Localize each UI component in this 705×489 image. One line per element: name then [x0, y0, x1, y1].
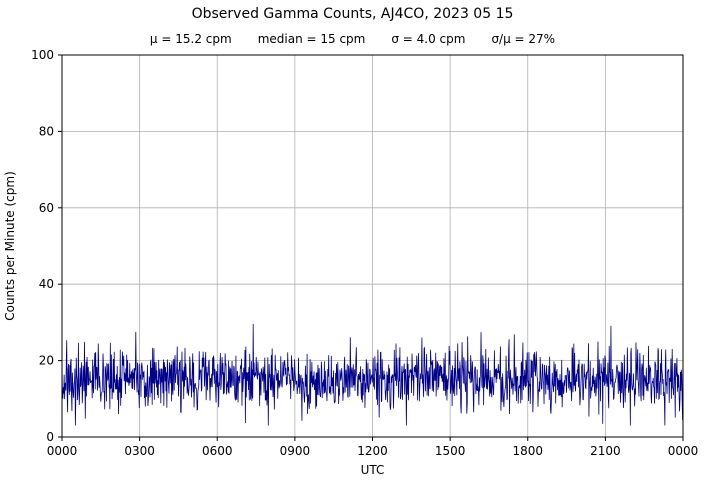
x-tick-labels: 0000 0300 0600 0900 1200 1500 1800 2100 0000: [47, 444, 699, 458]
svg-text:0300: 0300: [124, 444, 155, 458]
stat-mean: μ = 15.2 cpm: [149, 32, 232, 46]
chart-title: Observed Gamma Counts, AJ4CO, 2023 05 15: [191, 6, 514, 22]
axis-ticks: [58, 54, 684, 441]
svg-text:0000: 0000: [668, 444, 699, 458]
svg-text:0000: 0000: [47, 444, 78, 458]
svg-text:1500: 1500: [435, 444, 466, 458]
svg-text:60: 60: [39, 201, 54, 215]
svg-text:2100: 2100: [590, 444, 621, 458]
svg-text:0900: 0900: [280, 444, 311, 458]
svg-text:0600: 0600: [202, 444, 233, 458]
svg-text:80: 80: [39, 124, 54, 138]
chart-subtitle: μ = 15.2 cpm median = 15 cpm σ = 4.0 cpm σ/…: [0, 32, 705, 46]
y-tick-labels: 0 20 40 60 80 100: [31, 48, 54, 444]
svg-text:40: 40: [39, 277, 54, 291]
svg-text:100: 100: [31, 48, 54, 62]
svg-text:0: 0: [46, 430, 54, 444]
svg-text:1800: 1800: [512, 444, 543, 458]
stat-median: median = 15 cpm: [257, 32, 366, 46]
stat-sigma-over-mean: σ/μ = 27%: [491, 32, 556, 46]
y-axis-label: Counts per Minute (cpm): [3, 171, 17, 321]
stat-sigma: σ = 4.0 cpm: [391, 32, 466, 46]
counts-series-line: [61, 323, 684, 426]
svg-text:20: 20: [39, 354, 54, 368]
svg-text:1200: 1200: [357, 444, 388, 458]
x-axis-label: UTC: [361, 463, 385, 477]
